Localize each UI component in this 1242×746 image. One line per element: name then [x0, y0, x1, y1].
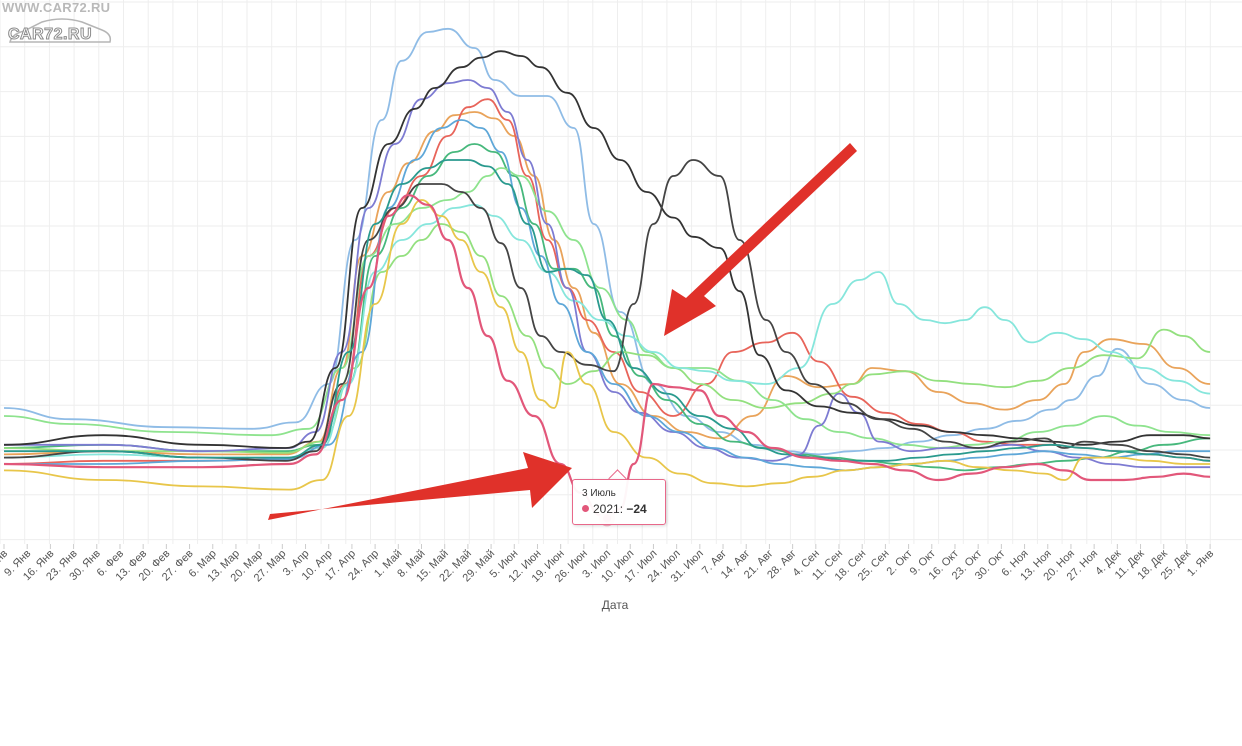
series-line-s12[interactable]: [4, 159, 1211, 462]
tooltip-row: 2021: −24: [582, 502, 647, 516]
series-line-s13[interactable]: [3, 199, 1211, 491]
series-line-s04[interactable]: [3, 143, 1211, 472]
red-arrow-bottom-left: [268, 452, 572, 520]
tooltip-value: −24: [626, 502, 647, 516]
chart-grid: [0, 0, 1242, 544]
point-tooltip: 3 Июль 2021: −24: [572, 479, 666, 525]
x-axis-title: Дата: [601, 598, 629, 612]
series-line-s02[interactable]: [3, 111, 1211, 456]
red-arrow-top-right: [664, 143, 857, 336]
series-line-s06[interactable]: [3, 167, 1211, 449]
series-line-s09[interactable]: [3, 119, 1211, 472]
series-color-dot-icon: [582, 505, 589, 512]
series-line-s03[interactable]: [3, 98, 1211, 465]
annotation-arrows: [268, 143, 857, 520]
series-lines: [3, 27, 1211, 520]
tooltip-date: 3 Июль: [582, 488, 616, 499]
tooltip-series: 2021: [593, 502, 620, 516]
x-tick-label: 1. Янв: [1185, 548, 1216, 579]
watermark-logo-text: CAR72.RU: [7, 26, 93, 44]
series-line-s01[interactable]: [3, 27, 1211, 456]
series-line-s07[interactable]: [3, 203, 1211, 459]
car-logo-icon: [6, 14, 114, 53]
series-line-s08[interactable]: [4, 79, 1211, 469]
tooltip-separator: :: [619, 502, 627, 516]
series-line-s11[interactable]: [3, 159, 1211, 462]
x-tick-label: 2. Окт: [884, 548, 914, 578]
watermark-url: WWW.CAR72.RU: [2, 0, 111, 15]
series-line-s10[interactable]: [3, 50, 1211, 449]
